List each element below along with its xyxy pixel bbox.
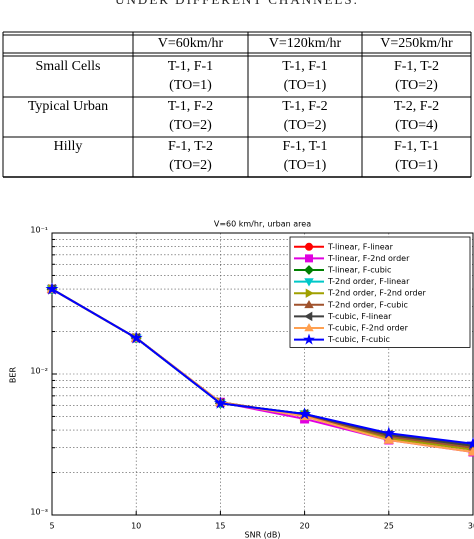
marker [213, 396, 227, 409]
column-header: V=120km/hr [269, 36, 342, 51]
column-header: V=250km/hr [380, 36, 453, 51]
marker [305, 288, 314, 298]
table-caption: UNDER DIFFERENT CHANNELS. [0, 0, 474, 8]
table-cell: (TO=2) [169, 158, 212, 173]
x-tick-label: 5 [49, 522, 54, 531]
table-cell: (TO=1) [284, 78, 327, 93]
table-cell: T-1, F-1 [168, 59, 213, 74]
table-cell: (TO=2) [169, 118, 212, 133]
table-cell: (TO=1) [395, 158, 438, 173]
row-header: Typical Urban [28, 99, 108, 114]
marker [304, 299, 314, 309]
marker [303, 333, 315, 345]
series-line [51, 288, 474, 445]
table-cell: (TO=1) [284, 158, 327, 173]
legend-label: T-cubic, F-cubic [327, 335, 390, 344]
marker [466, 436, 474, 450]
x-tick-label: 20 [300, 522, 310, 531]
y-tick-label: 10⁻³ [30, 508, 48, 517]
marker [304, 311, 313, 322]
legend-label: T-2nd order, F-linear [327, 277, 410, 286]
table-cell: T-1, F-2 [168, 99, 213, 114]
legend-label: T-cubic, F-linear [327, 312, 392, 321]
legend-label: T-cubic, F-2nd order [327, 324, 409, 333]
column-header: V=60km/hr [158, 36, 224, 51]
table-cell: (TO=1) [169, 78, 212, 93]
table-cell: F-1, T-2 [394, 59, 439, 74]
legend-label: T-2nd order, F-cubic [327, 300, 408, 309]
marker [304, 278, 314, 287]
marker [298, 407, 312, 420]
marker [305, 242, 313, 251]
legend-label: T-linear, F-cubic [327, 266, 391, 275]
plot-frame [51, 232, 474, 516]
table-cell: T-1, F-1 [282, 59, 327, 74]
y-axis-label: BER [9, 367, 18, 384]
y-tick-label: 10⁻¹ [30, 226, 48, 235]
table-cell: F-1, T-2 [168, 139, 213, 154]
x-tick-label: 25 [384, 522, 394, 531]
table-cell: T-2, F-2 [394, 99, 439, 114]
table-cell: (TO=2) [395, 78, 438, 93]
table-cell: F-1, T-1 [282, 139, 327, 154]
table-cell: (TO=4) [395, 118, 438, 133]
y-tick-label: 10⁻² [30, 367, 48, 376]
x-axis-label: SNR (dB) [245, 531, 281, 539]
marker [383, 434, 395, 444]
row-header: Small Cells [36, 59, 101, 74]
marker [467, 446, 474, 456]
table-cell: T-1, F-2 [282, 99, 327, 114]
chart-title: V=60 km/hr, urban area [214, 220, 311, 229]
table-cell: (TO=2) [284, 118, 327, 133]
legend-label: T-2nd order, F-2nd order [327, 289, 427, 298]
row-header: Hilly [54, 139, 83, 154]
x-tick-label: 15 [215, 522, 225, 531]
marker [305, 254, 313, 263]
x-tick-label: 30 [468, 522, 474, 531]
marker [304, 323, 314, 332]
legend-label: T-linear, F-2nd order [327, 254, 410, 263]
marker [304, 265, 314, 275]
table-cell: F-1, T-1 [394, 139, 439, 154]
x-tick-label: 10 [131, 522, 141, 531]
legend-label: T-linear, F-linear [327, 242, 394, 251]
marker [382, 426, 396, 439]
marker [45, 282, 59, 295]
marker [129, 331, 143, 344]
